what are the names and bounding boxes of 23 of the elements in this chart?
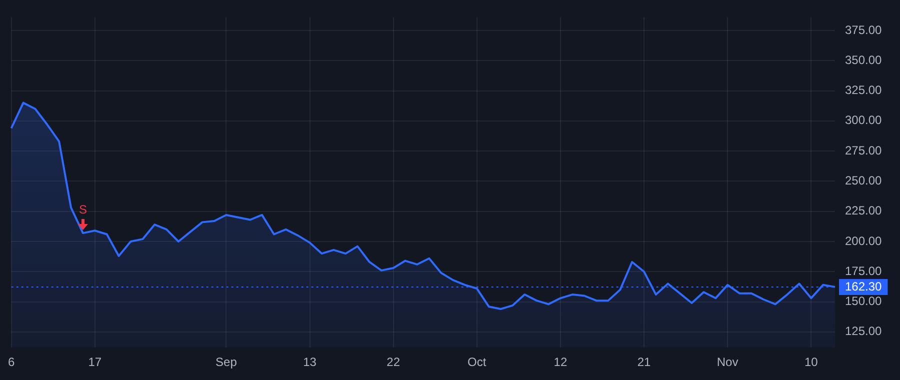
y-tick-label: 225.00 [845,204,882,218]
x-tick-label: 6 [8,355,15,370]
y-tick-label: 375.00 [845,22,882,37]
x-tick-label: 17 [88,355,102,370]
y-tick-label: 200.00 [845,234,882,248]
x-tick-label: 13 [303,355,317,370]
x-tick-label: Nov [716,355,738,370]
y-tick-label: 300.00 [845,113,882,128]
y-tick-label: 125.00 [845,324,882,338]
annotation: S [78,202,87,216]
x-tick-label: Oct [468,355,487,370]
y-tick-label: 250.00 [845,174,882,188]
y-tick-label: 275.00 [845,143,882,158]
y-tick-label: 150.00 [845,294,882,308]
x-tick-label: 22 [386,355,400,370]
y-tick-label: 350.00 [845,52,882,67]
x-tick-label: Sep [216,355,238,370]
ref-line-label: 162.30 [845,279,882,294]
x-tick-label: 21 [637,355,651,370]
y-tick-label: 325.00 [845,83,882,98]
x-tick-label: 10 [804,355,818,370]
y-tick-label: 175.00 [845,264,882,278]
x-tick-label: 12 [554,355,568,370]
